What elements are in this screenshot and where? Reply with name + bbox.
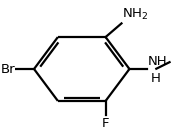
Text: NH$_2$: NH$_2$ <box>122 7 149 22</box>
Text: Br: Br <box>1 63 16 75</box>
Text: F: F <box>102 117 109 130</box>
Text: NH: NH <box>148 55 168 68</box>
Text: H: H <box>150 72 160 85</box>
